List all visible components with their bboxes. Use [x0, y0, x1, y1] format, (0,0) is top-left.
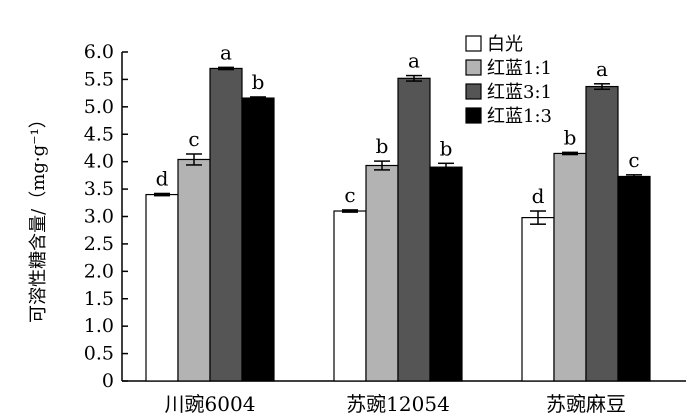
x-axis-labels: 川豌6004 苏豌12054 苏豌麻豆: [165, 392, 626, 416]
legend-label: 红蓝3:1: [487, 82, 552, 103]
y-tick-label: 3.5: [84, 178, 114, 200]
legend-label: 红蓝1:1: [487, 58, 552, 79]
bar: [365, 164, 399, 382]
legend-label: 白光: [487, 34, 523, 55]
bar: [617, 175, 651, 382]
y-tick-label: 4.5: [84, 123, 114, 145]
significance-label: b: [440, 136, 453, 160]
x-tick-label: 苏豌麻豆: [546, 392, 626, 416]
y-tick-label: 5.0: [84, 96, 114, 118]
bar: [553, 152, 587, 382]
significance-label: a: [220, 40, 232, 64]
bar: [177, 158, 211, 382]
bar: [209, 67, 243, 382]
y-tick-label: 1.0: [84, 315, 114, 337]
significance-label: b: [376, 134, 389, 158]
significance-label: b: [564, 125, 577, 149]
significance-label: c: [188, 127, 199, 151]
y-tick-label: 6.0: [84, 41, 114, 63]
legend-label: 红蓝1:3: [487, 106, 552, 127]
legend-swatch: [465, 59, 482, 76]
legend-swatch: [465, 35, 482, 52]
x-tick-label: 苏豌12054: [346, 392, 450, 416]
significance-label: d: [156, 166, 169, 190]
bar: [145, 193, 179, 382]
y-axis-title-group: 可溶性糖含量/（mg·g⁻¹）: [28, 110, 49, 323]
significance-label: c: [628, 148, 639, 172]
y-tick-label: 0: [102, 370, 114, 392]
bar: [429, 166, 463, 382]
significance-label: a: [408, 49, 420, 73]
bar: [521, 216, 555, 382]
y-tick-label: 5.5: [84, 68, 114, 90]
y-axis-ticks: 0 0.5 1.0 1.5 2.0 2.5 3.0 3.5 4.0 4.5 5.0 5.5 6.0: [84, 41, 128, 392]
significance-label: d: [532, 184, 545, 208]
y-tick-label: 2.5: [84, 233, 114, 255]
legend-swatch: [465, 107, 482, 124]
bar: [333, 210, 367, 382]
bar: [585, 85, 619, 382]
legend-swatch: [465, 83, 482, 100]
bar: [241, 97, 275, 382]
significance-label: b: [252, 70, 265, 94]
x-tick-label: 川豌6004: [165, 392, 256, 416]
bar: [397, 77, 431, 382]
y-tick-label: 0.5: [84, 343, 114, 365]
y-tick-label: 1.5: [84, 288, 114, 310]
y-tick-label: 2.0: [84, 260, 114, 282]
y-tick-label: 4.0: [84, 151, 114, 173]
y-tick-label: 3.0: [84, 206, 114, 228]
y-axis-title: 可溶性糖含量/（mg·g⁻¹）: [28, 110, 49, 323]
significance-label: a: [596, 57, 608, 81]
significance-label: c: [344, 183, 355, 207]
